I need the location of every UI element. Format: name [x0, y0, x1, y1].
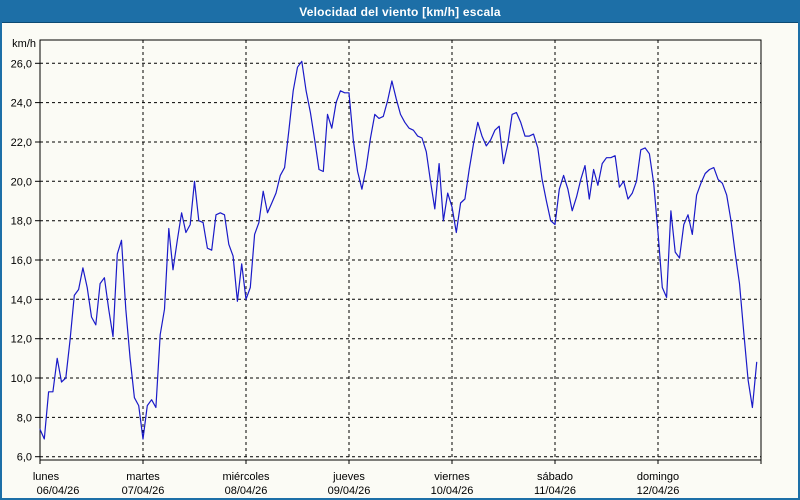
x-day-date: 08/04/26 [225, 485, 268, 497]
window-title: Velocidad del viento [km/h] escala [299, 5, 501, 19]
x-day-name: jueves [332, 471, 365, 483]
x-day-name: domingo [637, 471, 679, 483]
x-day-date: 11/04/26 [534, 485, 576, 497]
y-tick-label: 22,0 [11, 137, 32, 149]
title-bar: Velocidad del viento [km/h] escala [2, 2, 798, 23]
y-tick-label: 24,0 [11, 98, 32, 110]
x-day-date: 09/04/26 [328, 485, 371, 497]
y-tick-label: 14,0 [11, 294, 32, 306]
y-tick-label: 10,0 [11, 373, 32, 385]
y-tick-label: 26,0 [11, 58, 32, 70]
x-day-name: viernes [434, 471, 470, 483]
y-tick-label: 20,0 [11, 176, 32, 188]
y-tick-label: 18,0 [11, 216, 32, 228]
x-day-name: miércoles [222, 471, 270, 483]
x-day-date: 06/04/26 [37, 485, 80, 497]
y-tick-label: 8,0 [17, 412, 32, 424]
y-tick-label: 16,0 [11, 255, 32, 267]
chart-svg: 26,0 24,0 22,0 20,0 18,0 16,0 14,0 12,0 10,0 8,0 6… [11, 38, 762, 497]
wind-speed-line [39, 60, 758, 440]
x-day-name: lunes [33, 471, 60, 483]
x-day-date: 12/04/26 [637, 485, 680, 497]
x-day-name: martes [126, 471, 160, 483]
y-tick-label: 12,0 [11, 334, 32, 346]
x-day-date: 07/04/26 [122, 485, 165, 497]
x-day-name: sábado [537, 471, 573, 483]
x-day-date: 10/04/26 [431, 485, 474, 497]
plot-border [39, 39, 762, 461]
y-tick-label: 6,0 [17, 452, 32, 464]
y-axis-unit-label: km/h [12, 38, 36, 50]
